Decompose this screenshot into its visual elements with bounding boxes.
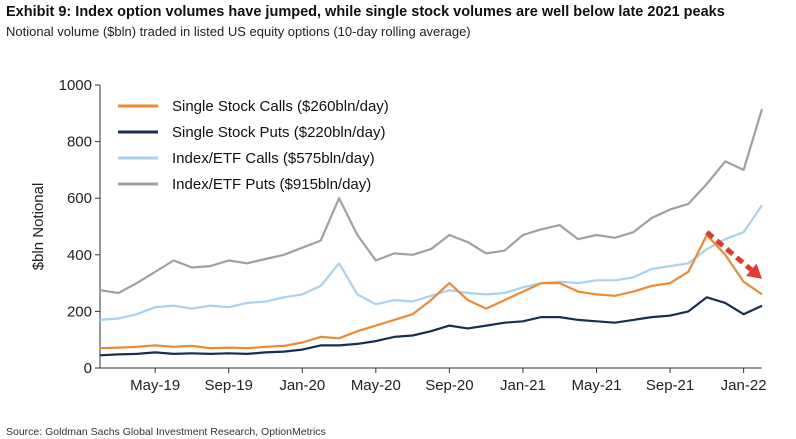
source-note: Source: Goldman Sachs Global Investment … xyxy=(6,426,326,438)
legend-entry: Index/ETF Puts ($915bln/day) xyxy=(172,176,371,193)
trend-arrow-shaft xyxy=(705,230,753,272)
x-tick-label: May-20 xyxy=(351,377,401,394)
line-chart: 0 200 400 600 800 1000 May-19 Sep-19 Jan-20 May-2… xyxy=(30,77,767,394)
y-tick-label: 1000 xyxy=(59,77,92,94)
chart-subtitle: Notional volume ($bln) traded in listed … xyxy=(6,24,471,39)
y-tick-label: 600 xyxy=(67,190,92,207)
series-line-0 xyxy=(99,108,764,295)
x-tick-label: Jan-22 xyxy=(721,377,767,394)
y-tick-label: 400 xyxy=(67,247,92,264)
chart-annotation xyxy=(705,230,762,279)
x-tick-label: May-19 xyxy=(130,377,180,394)
chart-axes: 0 200 400 600 800 1000 May-19 Sep-19 Jan-20 May-2… xyxy=(30,77,767,394)
x-tick-label: Sep-21 xyxy=(646,377,694,394)
legend-entry: Single Stock Puts ($220bln/day) xyxy=(172,124,385,141)
y-tick-label: 0 xyxy=(84,360,92,377)
chart-legend: Single Stock Calls ($260bln/day) Single S… xyxy=(118,98,389,193)
y-tick-label: 200 xyxy=(67,303,92,320)
series-line-2 xyxy=(99,233,763,350)
legend-entry: Single Stock Calls ($260bln/day) xyxy=(172,98,389,115)
chart-title: Exhibit 9: Index option volumes have jum… xyxy=(6,4,725,20)
x-tick-label: Sep-19 xyxy=(205,377,253,394)
trend-arrow-head xyxy=(746,263,762,279)
y-tick-label: 800 xyxy=(67,134,92,151)
x-tick-label: Jan-21 xyxy=(500,377,546,394)
legend-entry: Index/ETF Calls ($575bln/day) xyxy=(172,150,375,167)
series-line-3 xyxy=(99,296,763,357)
chart-series-lines xyxy=(99,108,764,357)
series-line-1 xyxy=(99,204,763,321)
x-tick-label: May-21 xyxy=(571,377,621,394)
x-tick-label: Sep-20 xyxy=(425,377,473,394)
y-axis-label: $bln Notional xyxy=(30,183,47,271)
x-tick-label: Jan-20 xyxy=(279,377,325,394)
